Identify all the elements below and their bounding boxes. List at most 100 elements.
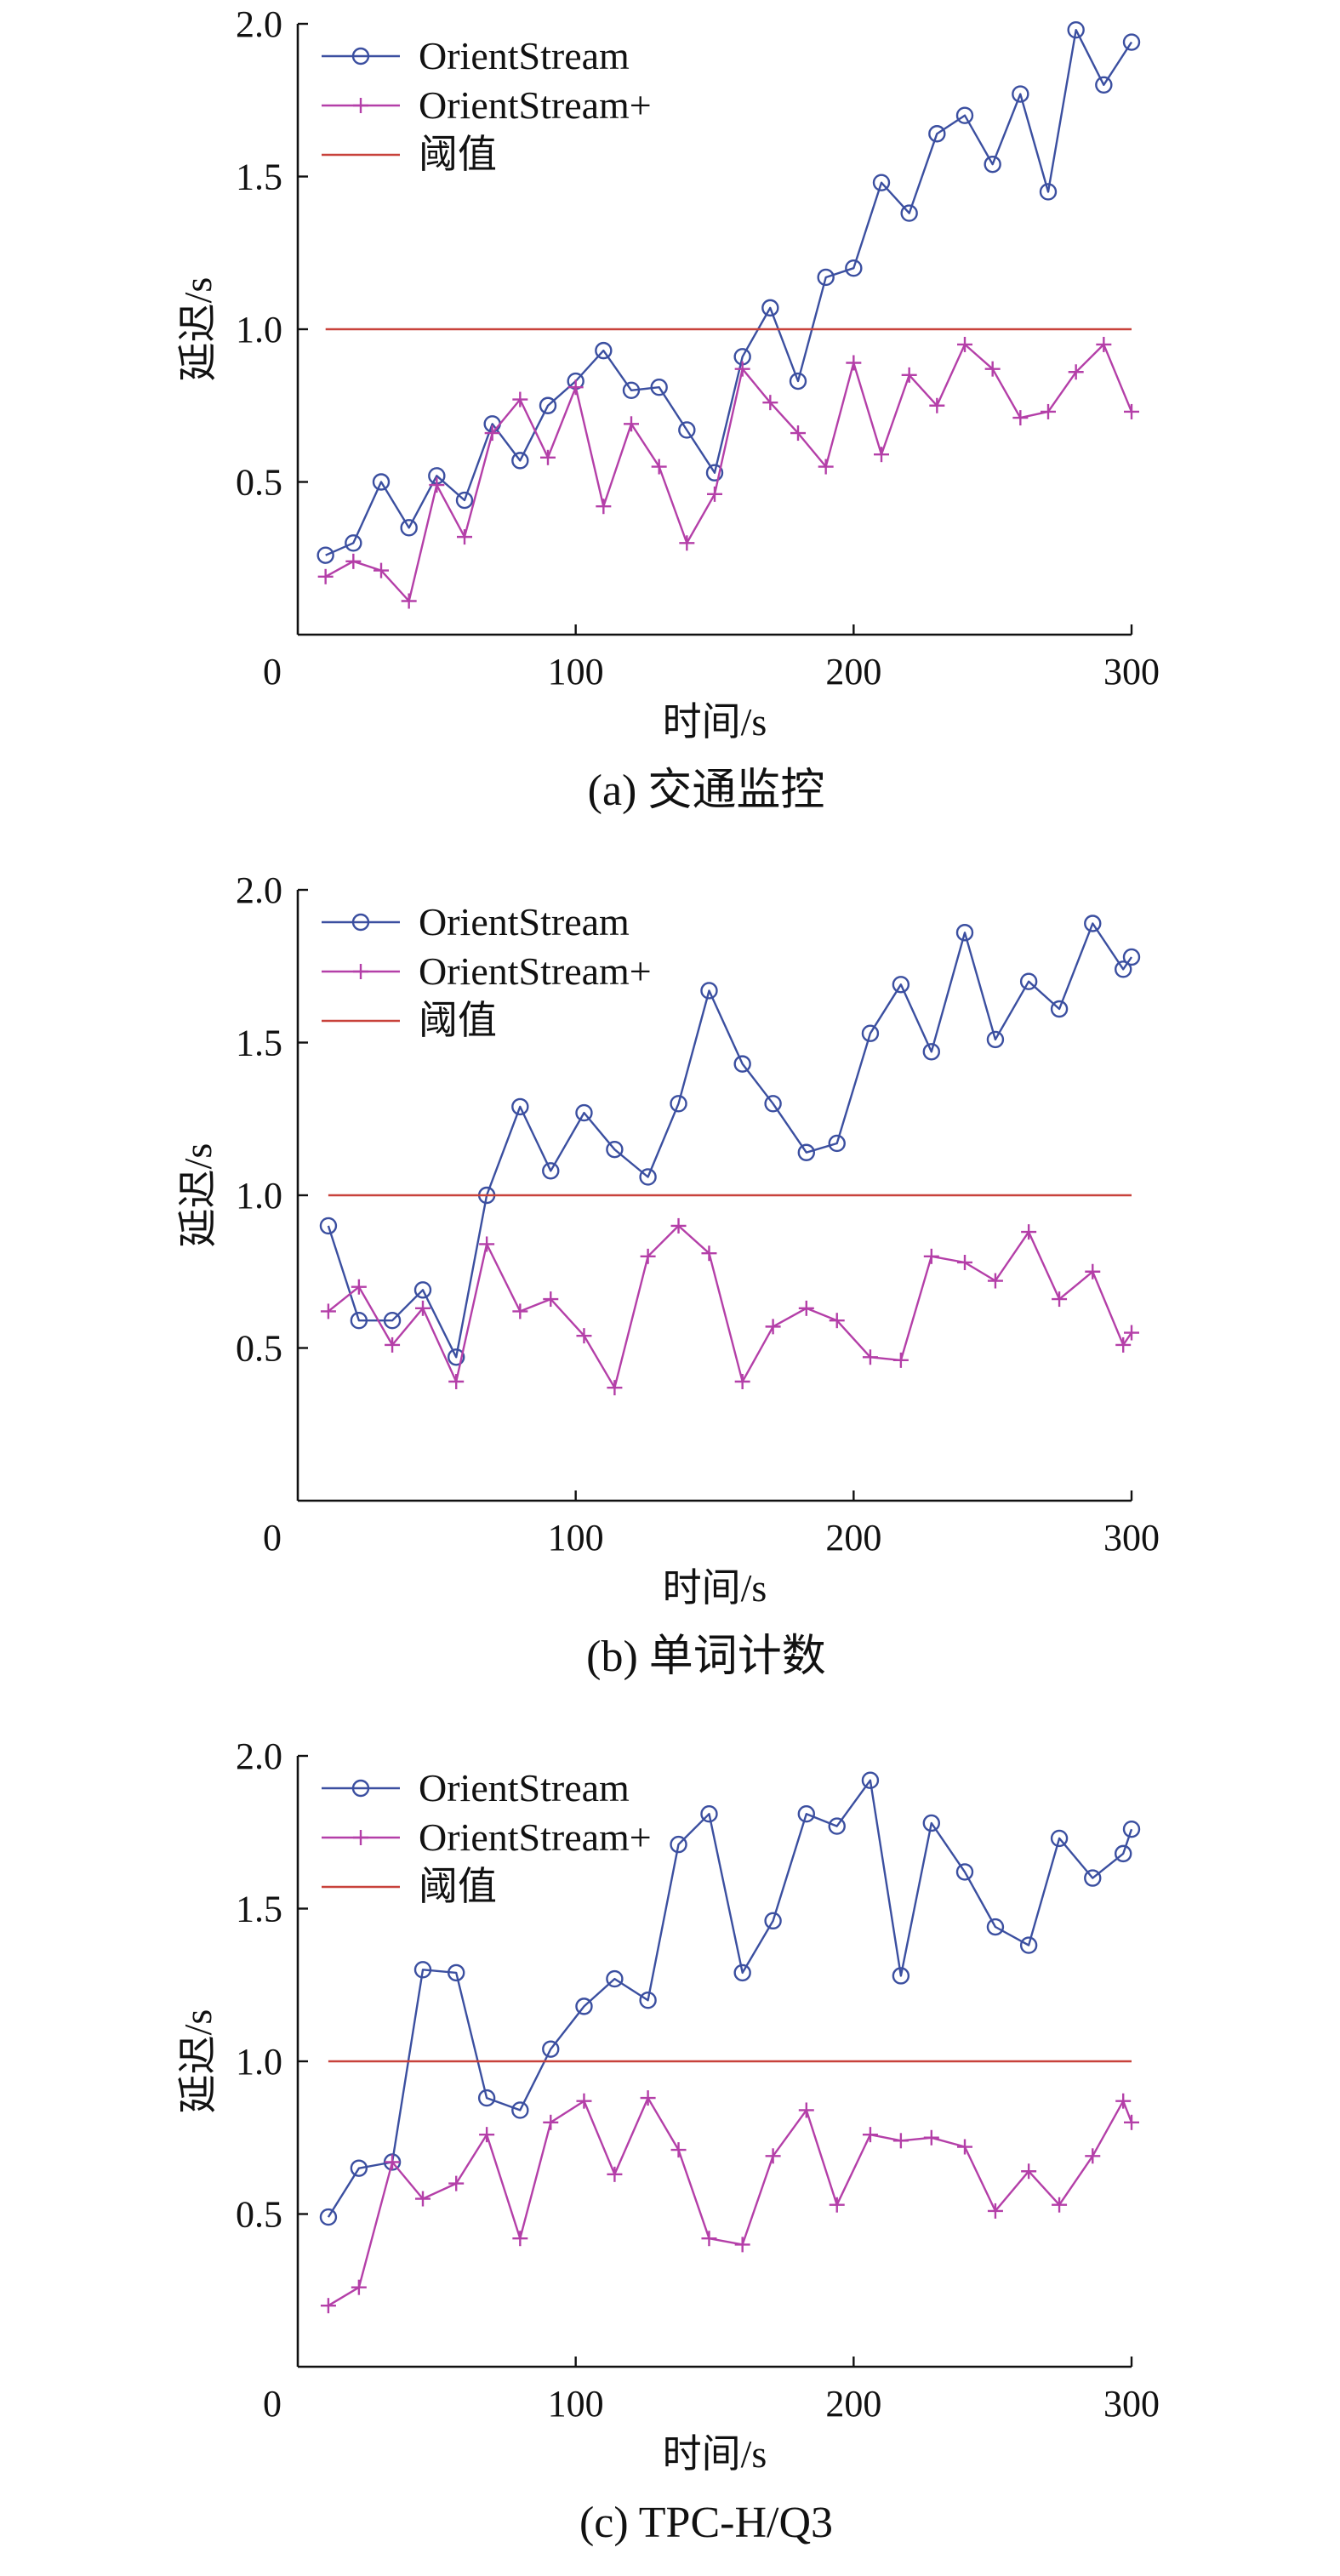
- data-point-circle: [986, 1918, 1005, 1936]
- chart-panel-1: 0.5 1.0 1.5 2.0 0 100 200 300 时间/s 延迟/s (a) 交通监控 Or…: [176, 3, 1160, 815]
- data-point-circle: [1050, 1829, 1069, 1848]
- data-point-circle: [542, 2040, 560, 2058]
- data-point-circle: [1095, 76, 1113, 94]
- legend-item: OrientStream+: [322, 83, 652, 127]
- series-line: [327, 1779, 1133, 2218]
- data-point-circle: [797, 1143, 815, 1161]
- legend-marker: [353, 1830, 368, 1845]
- data-point-plus: [1115, 2093, 1132, 2109]
- data-point-circle: [383, 1311, 402, 1330]
- data-point-plus: [762, 395, 778, 411]
- data-point-circle: [1084, 915, 1102, 932]
- data-point-plus: [679, 535, 695, 551]
- data-point-circle: [606, 1969, 624, 1988]
- data-point-plus: [892, 2133, 909, 2149]
- data-point-circle: [350, 1311, 368, 1330]
- data-point-plus: [1124, 1325, 1139, 1341]
- legend-item: OrientStream: [322, 900, 630, 943]
- y-tick-label: 0.5: [236, 462, 282, 504]
- data-point-plus: [1021, 1224, 1037, 1240]
- data-point-plus: [734, 2237, 750, 2253]
- x-tick-label: 0: [263, 651, 282, 692]
- legend-label: OrientStream+: [419, 949, 652, 993]
- data-point-plus: [670, 1217, 687, 1234]
- data-point-plus: [576, 2093, 592, 2109]
- data-point-circle: [1114, 960, 1132, 978]
- data-point-circle: [316, 546, 334, 564]
- y-tick-label: 1.0: [236, 1175, 282, 1217]
- series-line: [325, 343, 1133, 602]
- legend-item: OrientStream+: [322, 1815, 652, 1859]
- legend-label: OrientStream: [419, 900, 630, 943]
- data-point-plus: [987, 2203, 1003, 2219]
- series-line: [327, 922, 1132, 1359]
- data-point-plus: [1052, 1291, 1068, 1308]
- data-point-plus: [415, 2191, 431, 2207]
- data-point-plus: [892, 1352, 909, 1368]
- data-point-circle: [764, 1095, 782, 1113]
- data-point-circle: [1067, 20, 1085, 39]
- x-tick-label: 200: [825, 2383, 881, 2425]
- data-point-plus: [707, 486, 722, 502]
- data-point-plus: [874, 447, 889, 463]
- data-point-circle: [413, 1281, 432, 1299]
- data-point-plus: [1021, 2163, 1037, 2180]
- data-point-circle: [817, 268, 835, 287]
- data-point-plus: [1012, 410, 1029, 426]
- data-point-circle: [922, 1814, 941, 1832]
- data-point-circle: [700, 1805, 718, 1823]
- data-point-plus: [1068, 364, 1084, 380]
- data-point-circle: [1039, 183, 1058, 201]
- data-point-plus: [401, 593, 417, 609]
- data-point-plus: [512, 1303, 528, 1319]
- legend-marker: [351, 913, 370, 932]
- chart-caption: (c) TPC-H/Q3: [579, 2499, 833, 2547]
- legend-item: OrientStream: [322, 1766, 630, 1809]
- data-point-circle: [319, 2208, 338, 2226]
- legend-item: 阈值: [322, 999, 497, 1042]
- legend: OrientStream OrientStream+ 阈值: [322, 900, 652, 1042]
- data-point-plus: [1124, 2114, 1139, 2130]
- data-point-circle: [828, 1817, 846, 1835]
- chart-panel-2: 0.5 1.0 1.5 2.0 0 100 200 300 时间/s 延迟/s (b) 单词计数 Or…: [176, 869, 1160, 1681]
- y-tick-label: 0.5: [236, 1328, 282, 1370]
- data-point-plus: [987, 1273, 1003, 1289]
- data-point-plus: [373, 562, 389, 578]
- series-2: [317, 336, 1139, 609]
- chart-caption: (a) 交通监控: [588, 767, 825, 815]
- data-point-plus: [540, 449, 556, 465]
- y-tick-label: 0.5: [236, 2194, 282, 2236]
- data-point-circle: [955, 1863, 974, 1881]
- data-point-circle: [1122, 948, 1141, 966]
- x-tick-label: 0: [263, 2383, 282, 2425]
- data-point-plus: [862, 2127, 878, 2143]
- x-tick-label: 100: [548, 1517, 604, 1559]
- data-point-plus: [640, 2090, 656, 2106]
- data-point-circle: [448, 1348, 465, 1366]
- data-point-circle: [872, 174, 891, 191]
- data-point-circle: [1019, 1936, 1038, 1954]
- data-point-plus: [596, 499, 612, 515]
- data-point-circle: [678, 421, 696, 439]
- data-point-plus: [448, 1373, 465, 1389]
- data-point-circle: [733, 1963, 751, 1982]
- data-point-plus: [829, 1313, 845, 1329]
- data-point-plus: [448, 2175, 465, 2191]
- data-point-plus: [651, 459, 667, 475]
- data-point-plus: [320, 2298, 336, 2314]
- legend-item: OrientStream+: [322, 949, 652, 993]
- data-point-plus: [385, 1336, 401, 1353]
- series-2: [320, 2090, 1139, 2314]
- data-point-plus: [734, 361, 750, 377]
- data-point-plus: [1085, 1263, 1101, 1279]
- data-point-circle: [477, 2089, 496, 2107]
- data-point-circle: [539, 396, 557, 414]
- data-point-circle: [622, 381, 641, 399]
- y-tick-label: 1.5: [236, 1889, 282, 1930]
- legend-label: OrientStream: [419, 34, 630, 77]
- data-point-plus: [484, 425, 500, 442]
- legend-item: 阈值: [322, 1865, 497, 1908]
- y-axis-label: 延迟/s: [176, 1143, 220, 1248]
- data-point-circle: [789, 372, 807, 390]
